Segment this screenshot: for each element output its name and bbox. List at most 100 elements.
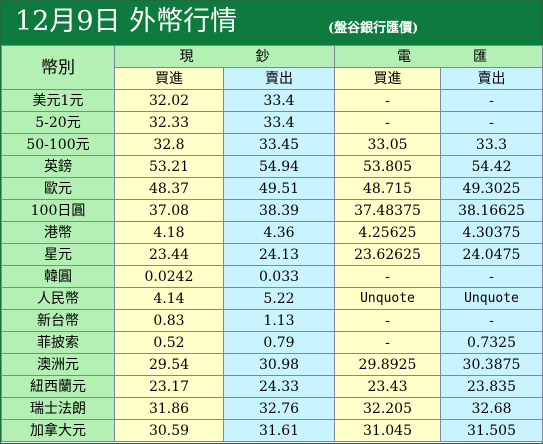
- cash-sell-value: 38.39: [223, 199, 335, 222]
- table-row: 星元 23.44 24.13 23.62625 24.0475: [1, 243, 543, 266]
- wire-buy-value: -: [334, 265, 441, 288]
- currency-name: 英鎊: [1, 155, 115, 178]
- table-row: 50-100元 32.8 33.45 33.05 33.3: [1, 133, 543, 156]
- wire-sell-value: 4.30375: [440, 221, 543, 244]
- source-note: (盤谷銀行匯價): [328, 21, 419, 36]
- table-row: 人民幣 4.14 5.22 Unquote Unquote: [1, 287, 543, 310]
- cash-buy-value: 37.08: [114, 199, 224, 222]
- cash-sell-value: 33.45: [223, 133, 335, 156]
- table-row: 澳洲元 29.54 30.98 29.8925 30.3875: [1, 353, 543, 376]
- currency-name: 100日圓: [1, 199, 115, 222]
- wire-sell-value: 38.16625: [440, 199, 543, 222]
- currency-column-header: 幣別: [1, 45, 115, 90]
- cash-buy-value: 29.54: [114, 353, 224, 376]
- cash-sell-header: 賣出: [223, 67, 335, 90]
- table-row: 英鎊 53.21 54.94 53.805 54.42: [1, 155, 543, 178]
- wire-buy-value: 48.715: [334, 177, 441, 200]
- cash-sell-value: 4.36: [223, 221, 335, 244]
- currency-name: 加拿大元: [1, 419, 115, 442]
- exchange-rate-table: 幣別 現鈔 電匯 買進 賣出 買進 賣出 美元1元 32.02 33.4- -5-20…: [1, 45, 543, 442]
- cash-sell-value: 33.4: [223, 89, 335, 112]
- wire-sell-value: -: [440, 265, 543, 288]
- cash-sell-value: 49.51: [223, 177, 335, 200]
- currency-name: 5-20元: [1, 111, 115, 134]
- table-row: 瑞士法朗 31.86 32.76 32.205 32.68: [1, 397, 543, 420]
- table-row: 菲披索 0.52 0.79-0.7325: [1, 331, 543, 354]
- cash-buy-value: 4.14: [114, 287, 224, 310]
- currency-name: 美元1元: [1, 89, 115, 112]
- wire-buy-value: 29.8925: [334, 353, 441, 376]
- wire-sell-value: 31.505: [440, 419, 543, 442]
- wire-buy-value: 23.62625: [334, 243, 441, 266]
- wire-sell-value: -: [440, 309, 543, 332]
- table-row: 新台幣 0.83 1.13- -: [1, 309, 543, 332]
- currency-name: 紐西蘭元: [1, 375, 115, 398]
- wire-group-header: 電匯: [334, 45, 543, 68]
- cash-buy-value: 23.17: [114, 375, 224, 398]
- wire-sell-value: 23.835: [440, 375, 543, 398]
- cash-sell-value: 1.13: [223, 309, 335, 332]
- rate-rows: 美元1元 32.02 33.4- -5-20元 32.33 33.4- -50-100元 32…: [1, 89, 543, 442]
- cash-sell-value: 32.76: [223, 397, 335, 420]
- wire-sell-value: 0.7325: [440, 331, 543, 354]
- table-row: 5-20元 32.33 33.4- -: [1, 111, 543, 134]
- table-row: 韓圓 0.0242 0.033- -: [1, 265, 543, 288]
- wire-sell-value: 30.3875: [440, 353, 543, 376]
- page-title: 12月9日 外幣行情: [15, 6, 238, 37]
- wire-buy-value: -: [334, 309, 441, 332]
- wire-buy-value: 4.25625: [334, 221, 441, 244]
- currency-name: 港幣: [1, 221, 115, 244]
- cash-buy-value: 0.0242: [114, 265, 224, 288]
- wire-buy-value: 31.045: [334, 419, 441, 442]
- wire-sell-value: 32.68: [440, 397, 543, 420]
- wire-buy-value: 53.805: [334, 155, 441, 178]
- wire-buy-value: Unquote: [334, 287, 441, 310]
- cash-buy-value: 23.44: [114, 243, 224, 266]
- table-row: 港幣 4.18 4.36 4.25625 4.30375: [1, 221, 543, 244]
- cash-group-header: 現鈔: [114, 45, 335, 68]
- table-row: 美元1元 32.02 33.4- -: [1, 89, 543, 112]
- cash-buy-value: 53.21: [114, 155, 224, 178]
- cash-sell-value: 24.33: [223, 375, 335, 398]
- cash-buy-value: 48.37: [114, 177, 224, 200]
- wire-sell-value: 54.42: [440, 155, 543, 178]
- currency-name: 星元: [1, 243, 115, 266]
- cash-sell-value: 54.94: [223, 155, 335, 178]
- table-row: 歐元 48.37 49.51 48.715 49.3025: [1, 177, 543, 200]
- wire-sell-value: -: [440, 89, 543, 112]
- wire-sell-value: 24.0475: [440, 243, 543, 266]
- cash-sell-value: 24.13: [223, 243, 335, 266]
- cash-buy-value: 0.52: [114, 331, 224, 354]
- cash-sell-value: 30.98: [223, 353, 335, 376]
- cash-buy-value: 30.59: [114, 419, 224, 442]
- wire-buy-value: -: [334, 111, 441, 134]
- wire-buy-value: 33.05: [334, 133, 441, 156]
- cash-sell-value: 33.4: [223, 111, 335, 134]
- cash-sell-value: 31.61: [223, 419, 335, 442]
- cash-sell-value: 0.033: [223, 265, 335, 288]
- currency-name: 韓圓: [1, 265, 115, 288]
- cash-sell-value: 0.79: [223, 331, 335, 354]
- currency-name: 瑞士法朗: [1, 397, 115, 420]
- currency-name: 澳洲元: [1, 353, 115, 376]
- currency-name: 人民幣: [1, 287, 115, 310]
- table-row: 100日圓 37.08 38.39 37.48375 38.16625: [1, 199, 543, 222]
- currency-name: 50-100元: [1, 133, 115, 156]
- wire-sell-value: 49.3025: [440, 177, 543, 200]
- wire-buy-value: 23.43: [334, 375, 441, 398]
- cash-buy-value: 4.18: [114, 221, 224, 244]
- cash-buy-value: 0.83: [114, 309, 224, 332]
- currency-name: 菲披索: [1, 331, 115, 354]
- wire-sell-value: 33.3: [440, 133, 543, 156]
- currency-name: 新台幣: [1, 309, 115, 332]
- cash-buy-value: 32.33: [114, 111, 224, 134]
- wire-sell-header: 賣出: [440, 67, 543, 90]
- cash-buy-value: 32.8: [114, 133, 224, 156]
- table-row: 紐西蘭元 23.17 24.33 23.43 23.835: [1, 375, 543, 398]
- wire-sell-value: Unquote: [440, 287, 543, 310]
- table-row: 加拿大元 30.59 31.61 31.045 31.505: [1, 419, 543, 442]
- wire-sell-value: -: [440, 111, 543, 134]
- cash-sell-value: 5.22: [223, 287, 335, 310]
- cash-buy-header: 買進: [114, 67, 224, 90]
